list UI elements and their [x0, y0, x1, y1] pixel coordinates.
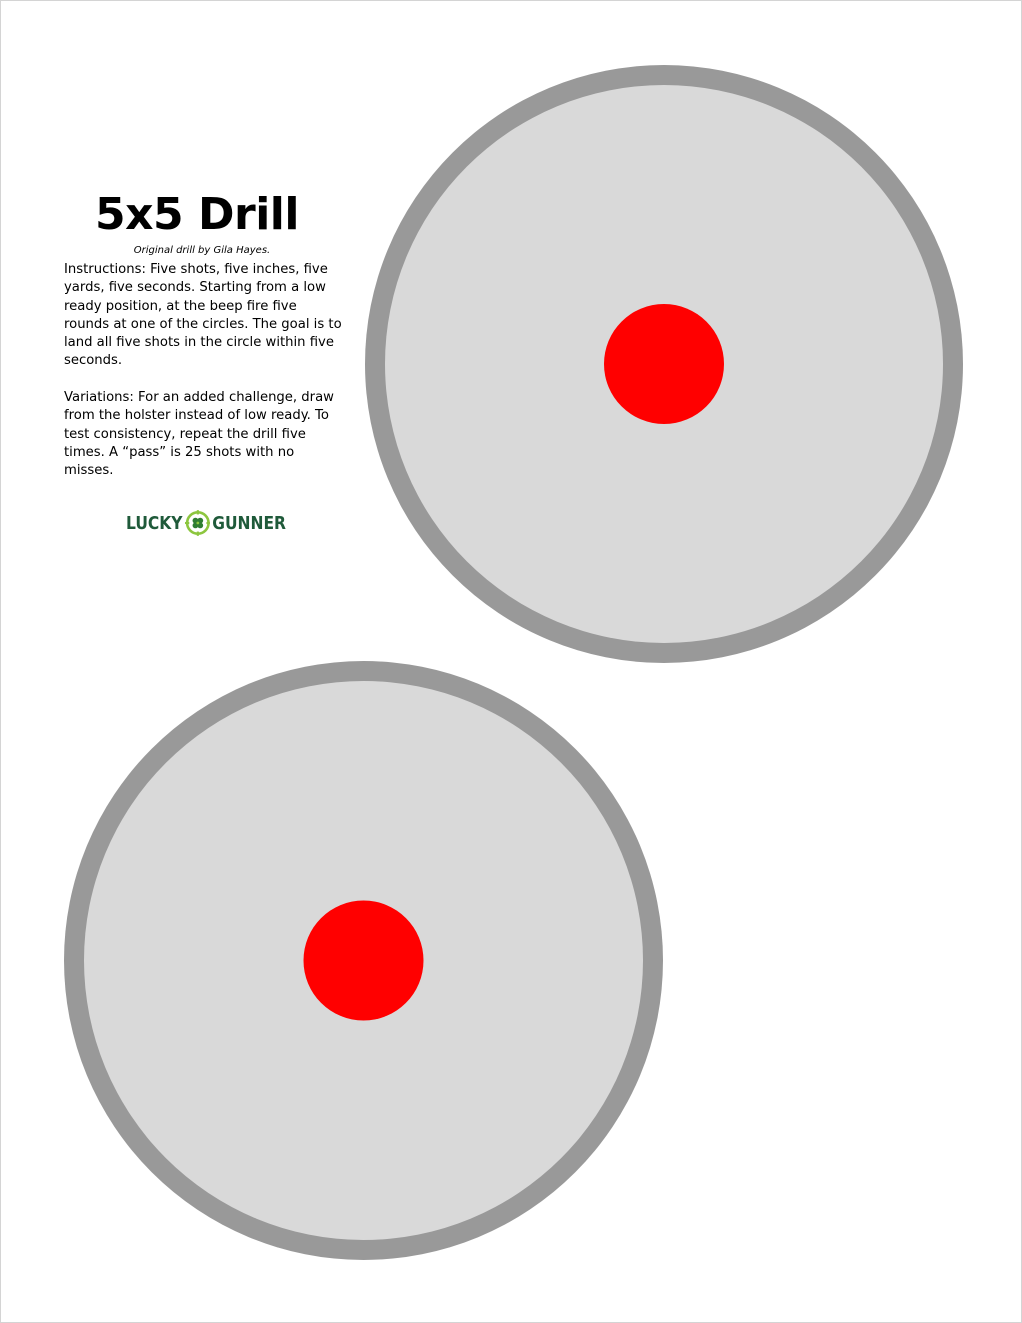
page-title: 5x5 Drill [95, 189, 299, 240]
drill-credit: Original drill by Gila Hayes. [133, 245, 271, 256]
target-bullseye [303, 900, 424, 1021]
lucky-gunner-logo: LUCKY GUNNER [126, 507, 286, 539]
logo-word-lucky: LUCKY [126, 512, 183, 534]
logo-word-gunner: GUNNER [212, 512, 286, 534]
target-circle-top-right [365, 65, 963, 663]
target-circle-bottom-left [64, 661, 663, 1260]
clover-crosshair-icon [184, 510, 211, 536]
instructions-text: Instructions: Five shots, five inches, f… [64, 262, 342, 369]
target-bullseye [604, 304, 724, 424]
variations-text: Variations: For an added challenge, draw… [64, 390, 334, 479]
